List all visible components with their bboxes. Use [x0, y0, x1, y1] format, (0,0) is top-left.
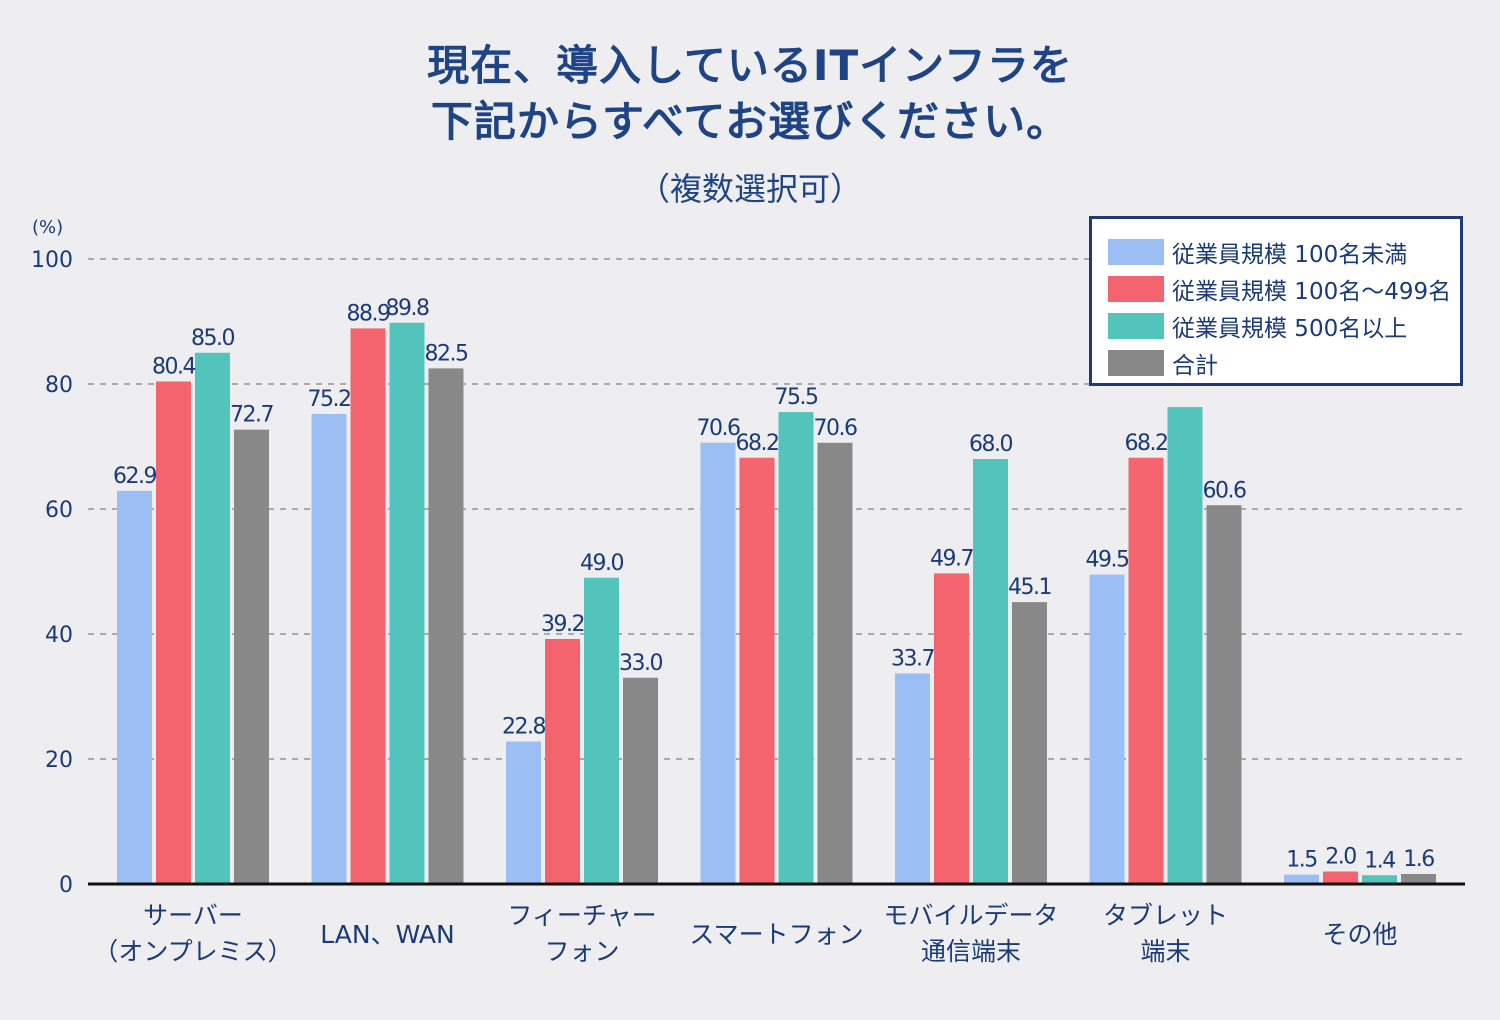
bar: [1362, 875, 1397, 884]
x-category-label: （オンプレミス）: [93, 937, 292, 966]
bar: [700, 442, 736, 884]
bar: [1012, 602, 1047, 884]
data-label: 22.8: [502, 715, 545, 740]
legend-item: 従業員規模 500名以上: [1108, 307, 1460, 344]
data-label: 49.5: [1086, 548, 1129, 573]
data-label: 1.5: [1286, 848, 1317, 873]
y-tick-label: 40: [45, 623, 73, 648]
chart-title: 現在、導入しているITインフラを 下記からすべてお選びください。: [0, 38, 1500, 150]
chart-title-line-2: 下記からすべてお選びください。: [430, 97, 1070, 146]
bar: [1206, 505, 1242, 884]
legend: 従業員規模 100名未満 従業員規模 100名～499名 従業員規模 500名以…: [1089, 216, 1463, 386]
data-label: 33.7: [891, 646, 934, 671]
bar: [389, 322, 425, 884]
bar: [934, 573, 969, 884]
x-category-label: スマートフォン: [689, 920, 863, 949]
bar: [817, 442, 853, 884]
bar: [1323, 871, 1358, 884]
data-labels: 62.9 80.4 85.0 72.7 75.2 88.989.8 82.5 22.8 39.2…: [113, 296, 1436, 874]
data-label: 75.5: [775, 385, 818, 410]
data-label: 85.0: [191, 326, 234, 351]
bar: [506, 741, 541, 884]
data-label: 82.5: [425, 341, 468, 366]
bar: [739, 457, 775, 884]
y-tick-label: 100: [31, 248, 73, 273]
bar: [1284, 874, 1319, 884]
legend-label: 従業員規模 100名未満: [1172, 241, 1408, 268]
data-label: 60.6: [1203, 478, 1246, 503]
x-category-label: 通信端末: [921, 937, 1021, 966]
x-category-label: 端末: [1140, 937, 1190, 966]
bar: [623, 677, 658, 884]
x-category-label: フォン: [544, 937, 619, 966]
x-category-label: モバイルデータ: [883, 901, 1058, 930]
bar: [117, 490, 152, 884]
bar: [156, 381, 191, 884]
data-label: 70.6: [814, 416, 857, 441]
data-label: 80.4: [152, 355, 195, 380]
chart-subtitle: （複数選択可）: [637, 170, 862, 208]
bars: [117, 322, 1436, 884]
bar: [311, 414, 347, 884]
legend-swatch: [1108, 238, 1164, 265]
bar: [895, 673, 930, 884]
bar: [428, 368, 464, 884]
x-category-label: フィーチャー: [507, 901, 656, 930]
x-category-label: サーバー: [143, 901, 243, 930]
data-label: 70.6: [697, 416, 740, 441]
y-tick-label: 80: [45, 373, 73, 398]
bar: [1128, 457, 1164, 884]
bar: [584, 577, 619, 884]
data-label: 33.0: [619, 651, 662, 676]
legend-item: 従業員規模 100名未満: [1108, 233, 1460, 270]
bar: [1089, 574, 1125, 884]
data-label: 39.2: [541, 612, 584, 637]
legend-swatch: [1108, 312, 1164, 339]
bar: [545, 639, 580, 884]
y-axis-unit-label: (%): [32, 217, 63, 238]
bar: [195, 352, 230, 884]
bar: [234, 429, 269, 884]
data-label: 1.4: [1364, 848, 1395, 873]
legend-label: 合計: [1172, 352, 1218, 379]
legend-item: 従業員規模 100名～499名: [1108, 270, 1460, 307]
legend-swatch: [1108, 349, 1164, 376]
chart-title-line-1: 現在、導入しているITインフラを: [427, 41, 1073, 90]
data-label: 1.6: [1403, 847, 1434, 872]
data-label: 49.7: [930, 546, 973, 571]
data-label: 88.9: [347, 301, 390, 326]
legend-label: 従業員規模 100名～499名: [1172, 278, 1452, 305]
x-category-label: LAN、WAN: [320, 920, 454, 949]
legend-label: 従業員規模 500名以上: [1172, 315, 1408, 342]
legend-item: 合計: [1108, 344, 1460, 381]
data-label: 68.0: [969, 432, 1012, 457]
bar: [973, 459, 1008, 884]
bar: [350, 328, 386, 884]
bar: [1401, 874, 1436, 884]
data-label: 45.1: [1008, 575, 1051, 600]
data-label: 49.0: [580, 551, 623, 576]
bar: [1167, 407, 1203, 884]
data-label: 68.2: [1125, 431, 1168, 456]
legend-swatch: [1108, 275, 1164, 302]
y-tick-label: 20: [45, 748, 73, 773]
data-label: 68.2: [736, 431, 779, 456]
data-label: 2.0: [1325, 845, 1356, 870]
y-tick-label: 0: [59, 873, 73, 898]
data-label: 62.9: [113, 464, 156, 489]
data-label: 75.2: [308, 387, 351, 412]
bar: [778, 412, 814, 884]
y-axis-ticks: 0 20 40 60 80 100: [31, 248, 73, 898]
y-tick-label: 60: [45, 498, 73, 523]
x-category-label: タブレット: [1103, 901, 1228, 930]
x-category-label: その他: [1322, 920, 1397, 949]
data-label: 89.8: [386, 296, 429, 321]
data-label: 72.7: [230, 403, 273, 428]
